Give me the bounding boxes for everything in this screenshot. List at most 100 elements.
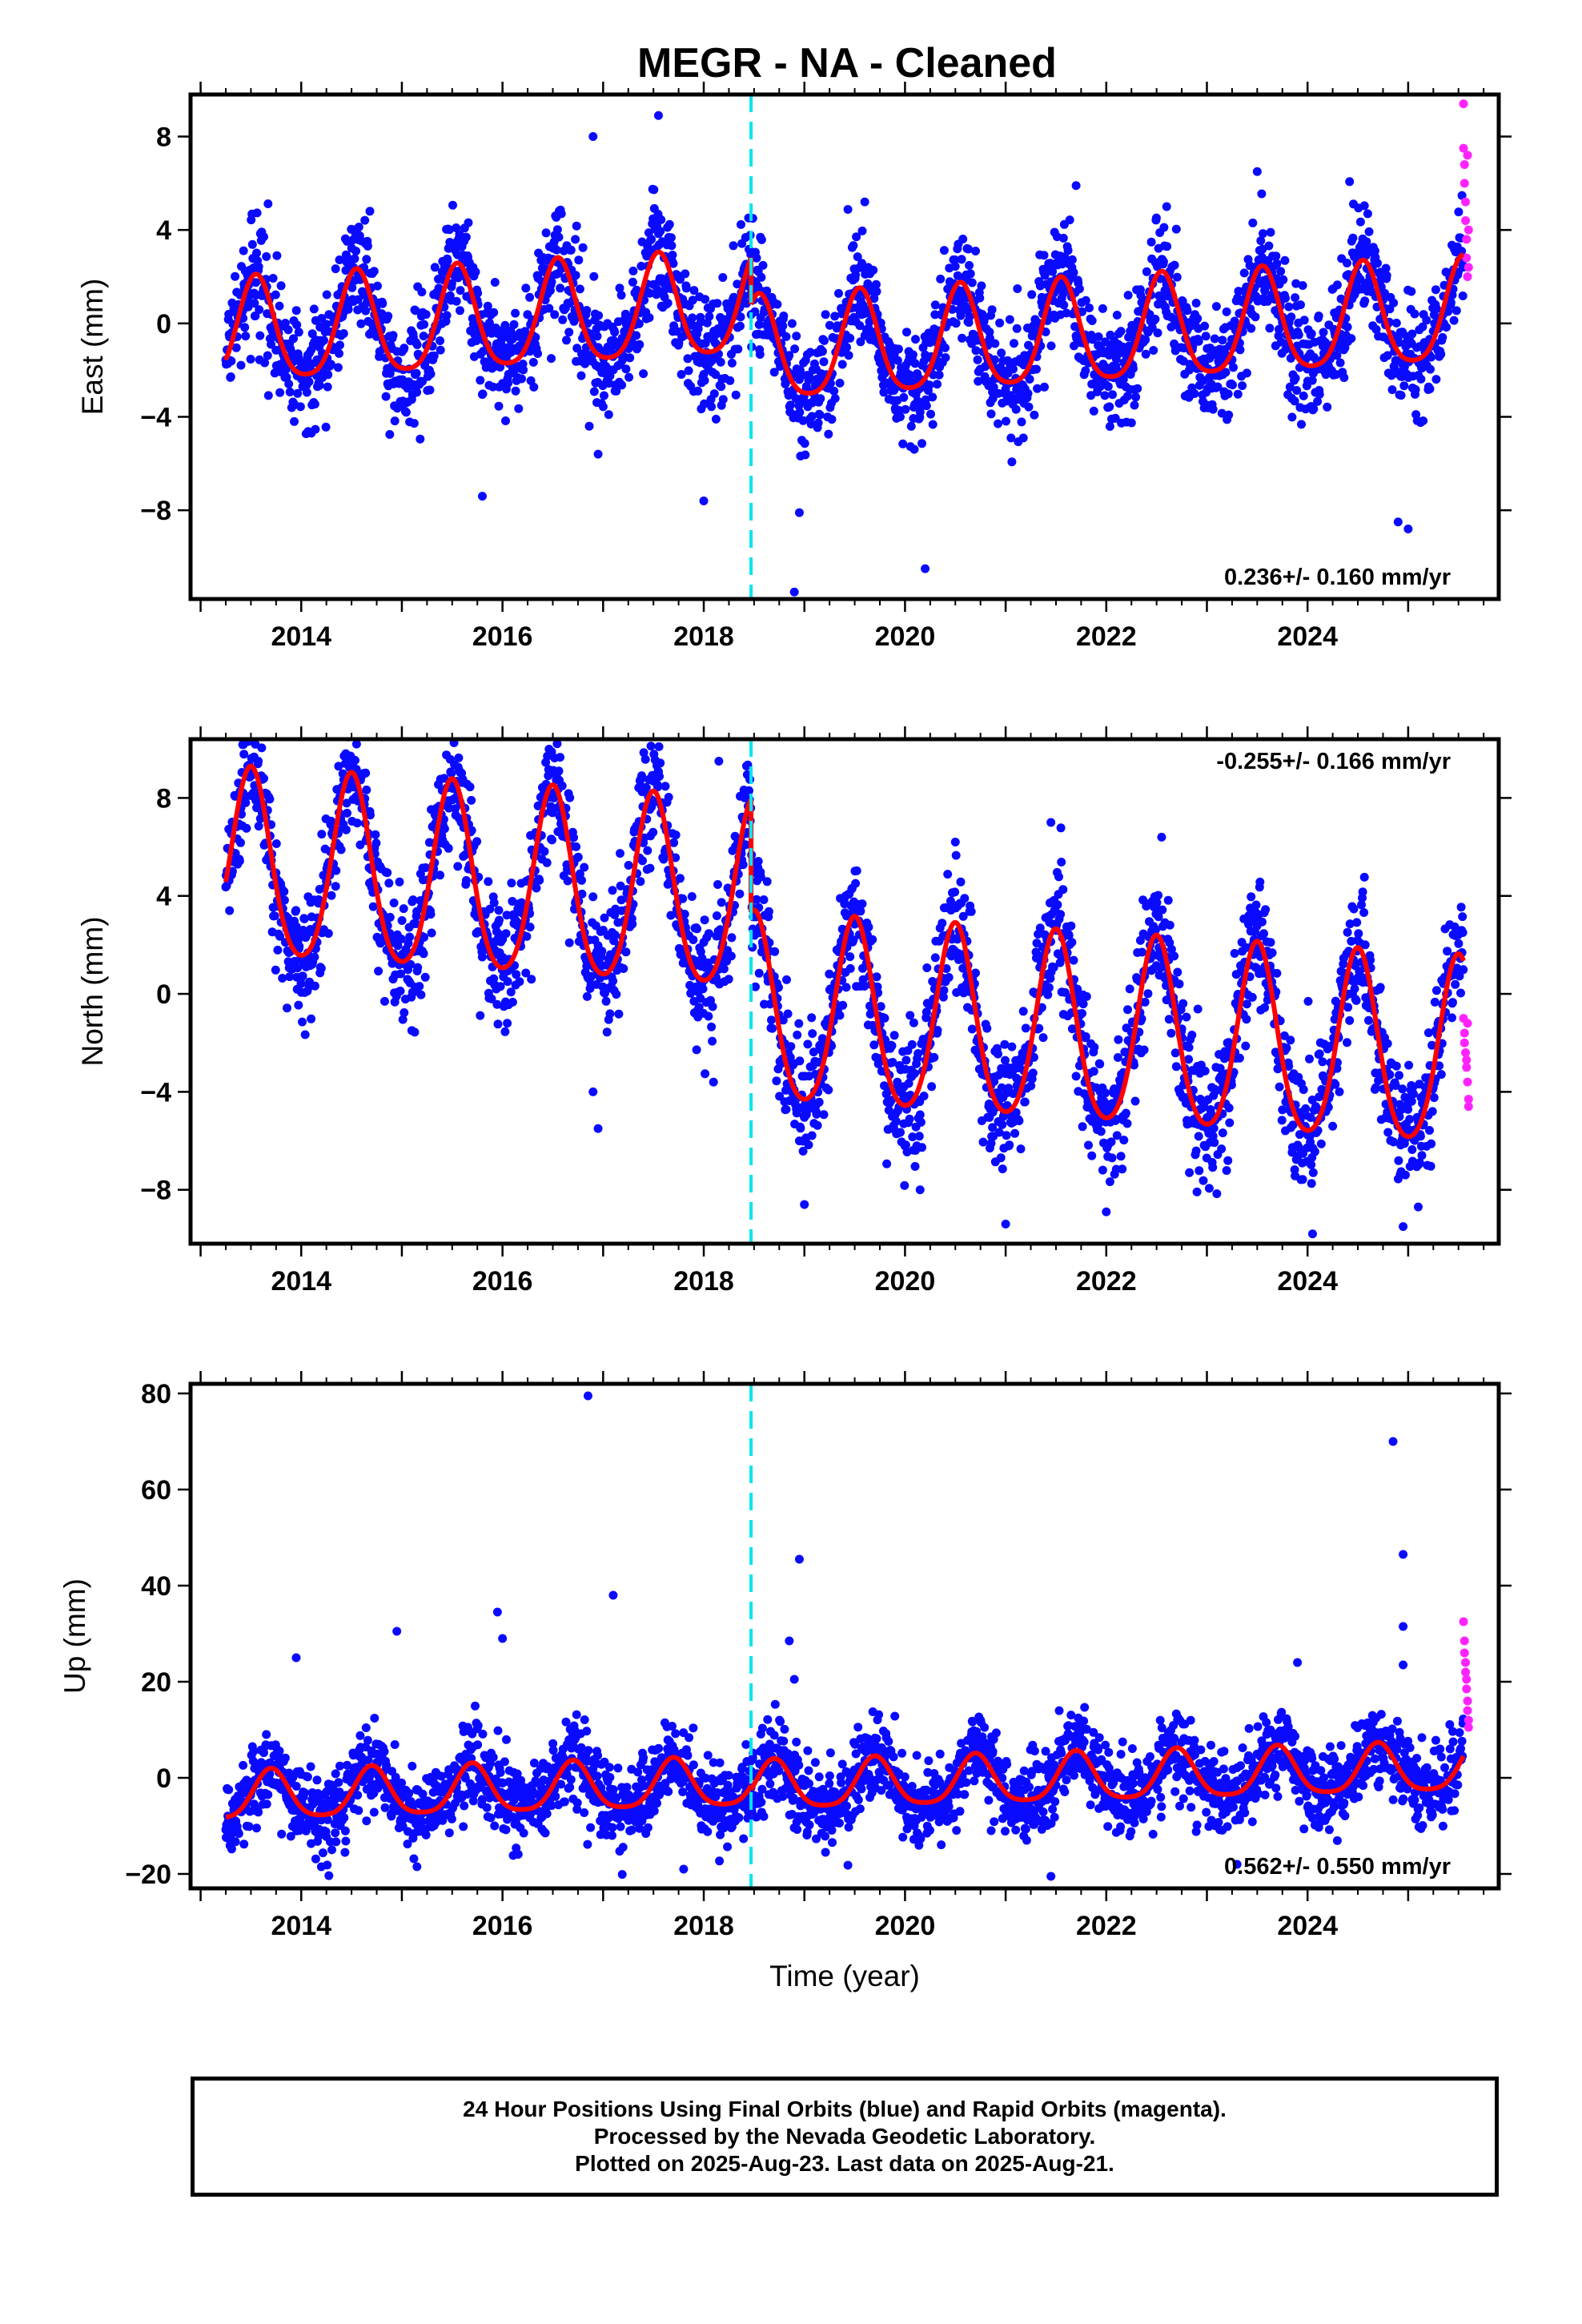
data-point bbox=[1112, 311, 1122, 320]
data-point bbox=[1431, 375, 1441, 384]
data-point bbox=[612, 990, 621, 999]
data-point bbox=[1070, 341, 1078, 351]
data-point bbox=[368, 902, 378, 911]
data-point bbox=[1158, 257, 1168, 267]
data-point bbox=[764, 907, 773, 916]
data-point bbox=[1094, 332, 1103, 341]
data-point bbox=[889, 1031, 899, 1040]
data-point bbox=[1100, 391, 1110, 400]
data-point bbox=[429, 351, 439, 360]
data-point bbox=[1416, 374, 1426, 384]
data-point bbox=[928, 420, 938, 429]
data-point bbox=[247, 720, 256, 729]
data-point bbox=[608, 886, 617, 895]
data-point bbox=[1335, 358, 1345, 368]
y-tick-label: 4 bbox=[156, 215, 171, 246]
data-point bbox=[998, 1164, 1007, 1174]
data-point bbox=[1307, 329, 1316, 339]
data-point bbox=[1038, 1033, 1048, 1043]
data-point bbox=[893, 344, 903, 354]
data-point bbox=[489, 308, 499, 317]
data-point bbox=[1056, 823, 1066, 833]
data-point bbox=[824, 429, 833, 439]
data-point bbox=[247, 771, 256, 781]
data-point bbox=[852, 232, 861, 242]
y-axis-label: East (mm) bbox=[76, 279, 109, 416]
data-point bbox=[488, 382, 498, 392]
data-point bbox=[496, 982, 505, 991]
data-point bbox=[1005, 315, 1014, 324]
data-point bbox=[800, 439, 809, 448]
data-point bbox=[1139, 1045, 1149, 1055]
data-point bbox=[1449, 316, 1459, 325]
data-point bbox=[705, 312, 714, 321]
data-point bbox=[807, 412, 817, 421]
data-point bbox=[938, 992, 948, 1002]
data-point bbox=[1191, 299, 1201, 308]
data-point bbox=[950, 887, 960, 897]
data-point bbox=[564, 938, 574, 947]
rapid-orbit-point bbox=[1461, 216, 1471, 225]
data-point bbox=[896, 1128, 905, 1137]
data-point bbox=[737, 219, 745, 229]
data-point bbox=[1230, 316, 1239, 326]
data-point bbox=[254, 757, 263, 766]
data-point bbox=[934, 370, 944, 380]
data-point bbox=[400, 344, 409, 353]
data-point bbox=[1048, 267, 1058, 276]
data-point bbox=[1065, 215, 1074, 225]
data-point bbox=[412, 388, 422, 397]
data-point bbox=[615, 283, 624, 293]
data-point bbox=[950, 255, 960, 264]
data-point bbox=[293, 963, 303, 973]
data-point bbox=[1108, 390, 1117, 400]
data-point bbox=[819, 357, 829, 367]
data-point bbox=[335, 340, 344, 350]
data-point bbox=[448, 200, 457, 210]
data-point bbox=[1021, 1023, 1030, 1033]
data-point bbox=[453, 273, 463, 283]
data-point bbox=[1276, 267, 1286, 276]
data-point bbox=[634, 319, 644, 328]
data-point bbox=[636, 261, 646, 271]
outlier-point bbox=[478, 492, 488, 501]
data-point bbox=[1123, 392, 1132, 401]
y-tick-label: −8 bbox=[140, 496, 171, 526]
data-point bbox=[957, 255, 966, 264]
data-point bbox=[1059, 300, 1069, 310]
data-point bbox=[263, 351, 272, 360]
data-point bbox=[838, 1000, 848, 1010]
data-point bbox=[930, 1052, 939, 1062]
data-point bbox=[540, 846, 549, 856]
data-point bbox=[361, 768, 371, 778]
x-tick-label: 2016 bbox=[472, 621, 533, 652]
data-point bbox=[1018, 433, 1028, 443]
data-point bbox=[676, 874, 685, 883]
data-point bbox=[782, 975, 791, 984]
data-point bbox=[1058, 885, 1068, 895]
data-point bbox=[398, 1015, 408, 1024]
data-point bbox=[426, 369, 436, 379]
data-point bbox=[879, 388, 889, 397]
data-point bbox=[519, 365, 528, 375]
data-point bbox=[1058, 233, 1068, 243]
data-point bbox=[759, 895, 769, 904]
data-point bbox=[1193, 314, 1203, 324]
data-point bbox=[738, 860, 748, 870]
data-point bbox=[1085, 304, 1094, 312]
data-point bbox=[692, 1045, 701, 1055]
data-point bbox=[388, 331, 398, 340]
data-point bbox=[669, 838, 679, 847]
data-point bbox=[1110, 413, 1120, 423]
data-point bbox=[994, 1049, 1002, 1059]
data-point bbox=[285, 972, 295, 982]
data-point bbox=[994, 419, 1002, 428]
data-point bbox=[1290, 396, 1299, 406]
data-point bbox=[939, 246, 949, 255]
data-point bbox=[302, 388, 311, 397]
data-point bbox=[331, 264, 340, 274]
data-point bbox=[252, 248, 261, 258]
data-point bbox=[1345, 177, 1355, 187]
data-point bbox=[1150, 315, 1160, 324]
data-point bbox=[806, 420, 816, 428]
